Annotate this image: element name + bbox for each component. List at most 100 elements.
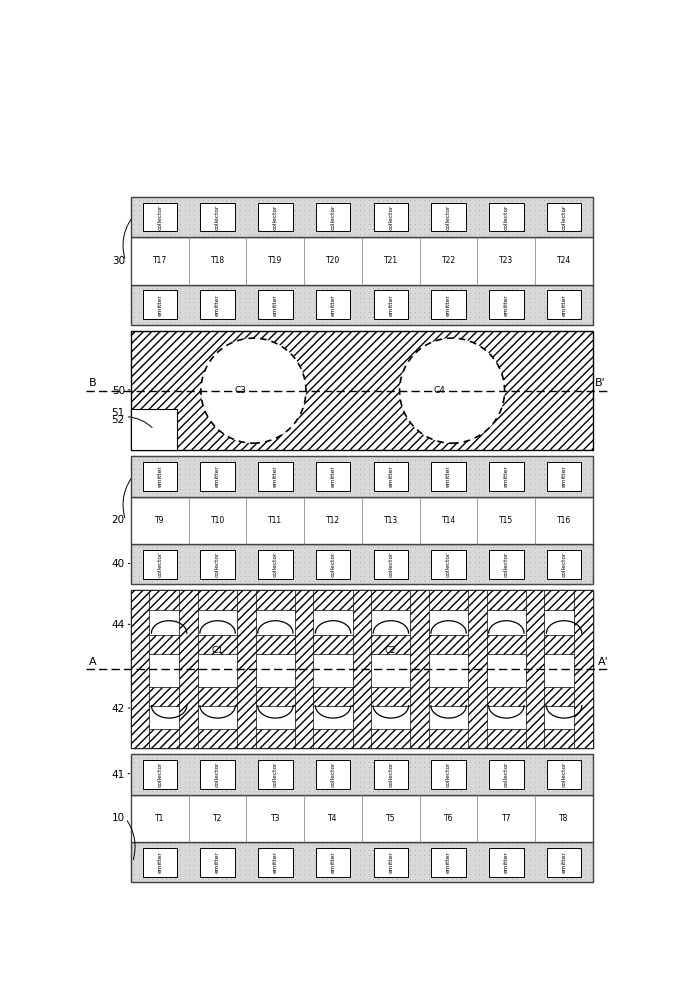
Bar xyxy=(258,760,292,789)
Point xyxy=(290,452,301,468)
Point xyxy=(520,852,531,868)
Point xyxy=(253,750,264,766)
Point xyxy=(451,750,462,766)
Point xyxy=(276,549,287,565)
Point xyxy=(198,476,209,492)
Point xyxy=(364,764,374,780)
Point xyxy=(529,783,540,799)
Point xyxy=(138,779,149,795)
Point xyxy=(405,290,416,306)
Point xyxy=(382,211,393,227)
Point xyxy=(318,452,328,468)
Point xyxy=(138,221,149,237)
Point xyxy=(442,280,453,296)
Point xyxy=(575,461,586,477)
Point xyxy=(322,294,333,310)
Point xyxy=(322,304,333,320)
Point xyxy=(442,862,453,878)
Point xyxy=(285,216,296,232)
Point xyxy=(437,857,448,873)
Point xyxy=(308,197,319,213)
Point xyxy=(584,294,595,310)
Point xyxy=(193,314,204,330)
Point xyxy=(492,192,503,208)
Point xyxy=(276,568,287,584)
Point xyxy=(584,842,595,858)
Point xyxy=(548,280,559,296)
Point xyxy=(538,456,549,472)
Point xyxy=(280,285,291,301)
Point xyxy=(165,485,176,501)
Point xyxy=(336,466,347,482)
Point xyxy=(391,554,402,570)
Point xyxy=(529,573,540,589)
Point xyxy=(377,299,388,315)
Point xyxy=(267,862,278,878)
Point xyxy=(341,559,351,575)
Point xyxy=(345,202,356,218)
Point xyxy=(152,466,162,482)
Point xyxy=(152,871,162,887)
Point xyxy=(372,207,383,223)
Bar xyxy=(315,290,351,319)
Point xyxy=(451,452,462,468)
Point xyxy=(161,294,172,310)
Bar xyxy=(200,462,235,491)
Point xyxy=(418,466,429,482)
Point xyxy=(566,290,577,306)
Point xyxy=(349,559,360,575)
Point xyxy=(575,485,586,501)
Point xyxy=(280,837,291,853)
Point xyxy=(557,299,568,315)
Point xyxy=(336,539,347,555)
Bar xyxy=(131,544,593,584)
Point xyxy=(308,299,319,315)
Point xyxy=(207,221,218,237)
Point xyxy=(442,192,453,208)
Point xyxy=(465,862,476,878)
Point xyxy=(156,549,167,565)
Point xyxy=(313,573,324,589)
Point xyxy=(336,226,347,242)
Point xyxy=(188,466,199,482)
Point xyxy=(395,750,406,766)
Point xyxy=(147,769,158,785)
Point xyxy=(326,769,337,785)
Point xyxy=(428,202,439,218)
Point xyxy=(423,779,434,795)
Point xyxy=(129,216,139,232)
Point xyxy=(216,842,227,858)
Point xyxy=(580,207,591,223)
Point xyxy=(575,476,586,492)
Point xyxy=(368,280,379,296)
Point xyxy=(257,564,268,580)
Point xyxy=(575,471,586,487)
Point xyxy=(571,294,582,310)
Point xyxy=(543,573,554,589)
Point xyxy=(488,192,499,208)
Point xyxy=(156,309,167,325)
Point xyxy=(423,192,434,208)
Point xyxy=(497,549,508,565)
Point xyxy=(349,847,360,863)
Point xyxy=(276,452,287,468)
Point xyxy=(382,485,393,501)
Point xyxy=(303,847,314,863)
Point xyxy=(147,461,158,477)
Point xyxy=(474,304,485,320)
Bar xyxy=(315,848,351,877)
Point xyxy=(262,197,273,213)
Point xyxy=(395,207,406,223)
Point xyxy=(511,202,522,218)
Point xyxy=(313,564,324,580)
Point xyxy=(428,207,439,223)
Point xyxy=(520,764,531,780)
Point xyxy=(423,764,434,780)
Point xyxy=(133,554,144,570)
Text: collector: collector xyxy=(157,552,162,577)
Point xyxy=(423,202,434,218)
Point xyxy=(244,559,255,575)
Point xyxy=(552,559,563,575)
Point xyxy=(188,294,199,310)
Point xyxy=(198,216,209,232)
